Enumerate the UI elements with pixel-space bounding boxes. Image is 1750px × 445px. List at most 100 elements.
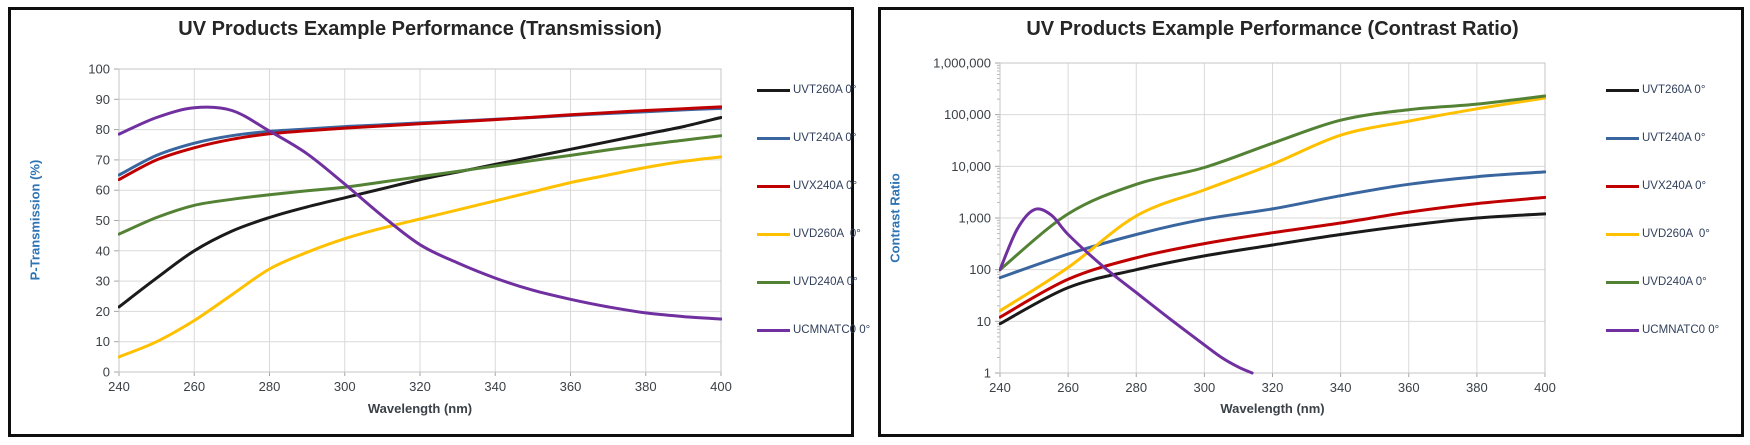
y-tick-label: 90 (96, 92, 110, 107)
legend-item: UVD240A 0° (757, 258, 870, 306)
legend-line-swatch (757, 88, 790, 92)
x-tick-label: 260 (1057, 380, 1079, 395)
x-tick-label: 260 (183, 379, 205, 394)
x-tick-label: 240 (989, 380, 1011, 395)
legend-line-swatch (1606, 232, 1639, 236)
legend-label: UVD240A 0° (1642, 276, 1707, 288)
chart-title-transmission: UV Products Example Performance (Transmi… (178, 18, 662, 40)
legend-item: UVT240A 0° (1606, 114, 1719, 162)
series-lines (999, 94, 1546, 375)
series-line-UVD240A-0deg (999, 94, 1546, 272)
plot-border (999, 62, 1546, 374)
legend-item: UVX240A 0° (1606, 162, 1719, 210)
y-tick-label: 1,000 (958, 211, 991, 226)
legend-line-swatch (1606, 328, 1639, 332)
y-tick-label: 1 (984, 366, 991, 381)
x-tick-label: 280 (259, 379, 281, 394)
legend-label: UCMNATC0 0° (793, 324, 871, 336)
x-tick-label: 320 (409, 379, 431, 394)
x-tick-label: 240 (108, 379, 130, 394)
y-tick-label: 40 (96, 243, 110, 258)
x-tick-label: 340 (1330, 380, 1352, 395)
contrast-plot: 1 10 100 1,000 10,000 100,000 1,000,000 240 260 2… (933, 56, 1556, 396)
legend-label: UCMNATC0 0° (1642, 324, 1720, 336)
x-axis-title-transmission: Wavelength (nm) (367, 401, 473, 416)
legend-label: UVX240A 0° (1642, 180, 1707, 192)
y-tick-label: 50 (96, 213, 110, 228)
x-axis-title-contrast: Wavelength (nm) (1220, 401, 1325, 416)
y-tick-label: 10 (977, 314, 991, 329)
legend-line-swatch (757, 184, 790, 188)
transmission-chart-panel: UV Products Example Performance (Transmi… (8, 7, 870, 437)
y-tick-label: 70 (96, 152, 110, 167)
y-tick-label: 100 (88, 62, 110, 77)
legend-label: UVD260A 0° (793, 228, 861, 240)
x-tick-label: 400 (710, 379, 732, 394)
legend-label: UVT260A 0° (793, 84, 857, 96)
legend-item: UVD260A 0° (757, 210, 870, 258)
x-tick-label: 400 (1534, 380, 1556, 395)
tick-labels: 0 10 20 30 40 50 60 70 80 90 100 240 260 280 300 320 340… (88, 62, 732, 395)
x-tick-label: 280 (1125, 380, 1147, 395)
axis-ticks (114, 68, 722, 376)
x-tick-label: 300 (334, 379, 356, 394)
x-tick-label: 300 (1194, 380, 1216, 395)
legend-label: UVX240A 0° (793, 180, 858, 192)
legend-line-swatch (1606, 88, 1639, 92)
x-tick-label: 380 (635, 379, 657, 394)
y-tick-label: 80 (96, 122, 110, 137)
legend-item: UVD240A 0° (1606, 258, 1719, 306)
tick-labels: 1 10 100 1,000 10,000 100,000 1,000,000 240 260 2… (933, 56, 1556, 396)
legend-item: UVT260A 0° (757, 66, 870, 114)
series-lines (118, 105, 722, 359)
y-tick-label: 10,000 (951, 159, 991, 174)
y-tick-label: 100,000 (944, 107, 991, 122)
y-tick-label: 100 (969, 262, 991, 277)
series-line-UCMNATC0-0deg (999, 207, 1254, 375)
y-tick-label: 10 (96, 334, 110, 349)
y-tick-label: 1,000,000 (933, 56, 991, 71)
legend-label: UVD260A 0° (1642, 228, 1710, 240)
legend-item: UVT260A 0° (1606, 66, 1719, 114)
legend-line-swatch (1606, 136, 1639, 140)
series-line-UVT240A-0deg (999, 170, 1546, 280)
legend-line-swatch (757, 328, 790, 332)
series-line-UVT260A-0deg (999, 212, 1546, 326)
series-line-UVX240A-0deg (118, 105, 722, 182)
x-tick-label: 360 (1398, 380, 1420, 395)
x-tick-label: 380 (1466, 380, 1488, 395)
legend-item: UVX240A 0° (757, 162, 870, 210)
contrast-ratio-chart-panel: UV Products Example Performance (Contras… (878, 7, 1744, 437)
legend-line-swatch (757, 136, 790, 140)
legend-contrast: UVT260A 0° UVT240A 0° UVX240A 0° UVD260A 0°… (1606, 66, 1719, 354)
legend-line-swatch (757, 232, 790, 236)
legend-item: UCMNATC0 0° (757, 306, 870, 354)
x-tick-label: 340 (484, 379, 506, 394)
series-line-UCMNATC0-0deg (118, 105, 722, 321)
legend-item: UVT240A 0° (757, 114, 870, 162)
legend-label: UVT260A 0° (1642, 84, 1706, 96)
y-tick-label: 30 (96, 274, 110, 289)
transmission-plot: 0 10 20 30 40 50 60 70 80 90 100 240 260 280 300 320 340… (88, 62, 732, 395)
x-tick-label: 360 (560, 379, 582, 394)
legend-line-swatch (1606, 184, 1639, 188)
chart-title-contrast: UV Products Example Performance (Contras… (1026, 18, 1519, 40)
series-line-UVX240A-0deg (999, 195, 1546, 319)
series-line-UVD240A-0deg (118, 134, 722, 236)
legend-line-swatch (757, 280, 790, 284)
y-tick-label: 60 (96, 183, 110, 198)
series-line-UVT260A-0deg (118, 116, 722, 309)
legend-label: UVT240A 0° (1642, 132, 1706, 144)
legend-item: UCMNATC0 0° (1606, 306, 1719, 354)
legend-item: UVD260A 0° (1606, 210, 1719, 258)
legend-label: UVD240A 0° (793, 276, 858, 288)
x-tick-label: 320 (1262, 380, 1284, 395)
y-tick-label: 20 (96, 304, 110, 319)
legend-transmission: UVT260A 0° UVT240A 0° UVX240A 0° UVD260A 0°… (757, 66, 870, 354)
legend-line-swatch (1606, 280, 1639, 284)
series-line-UVD260A-0deg (118, 155, 722, 359)
y-tick-label: 0 (103, 365, 110, 380)
plot-border (118, 68, 722, 373)
legend-label: UVT240A 0° (793, 132, 857, 144)
